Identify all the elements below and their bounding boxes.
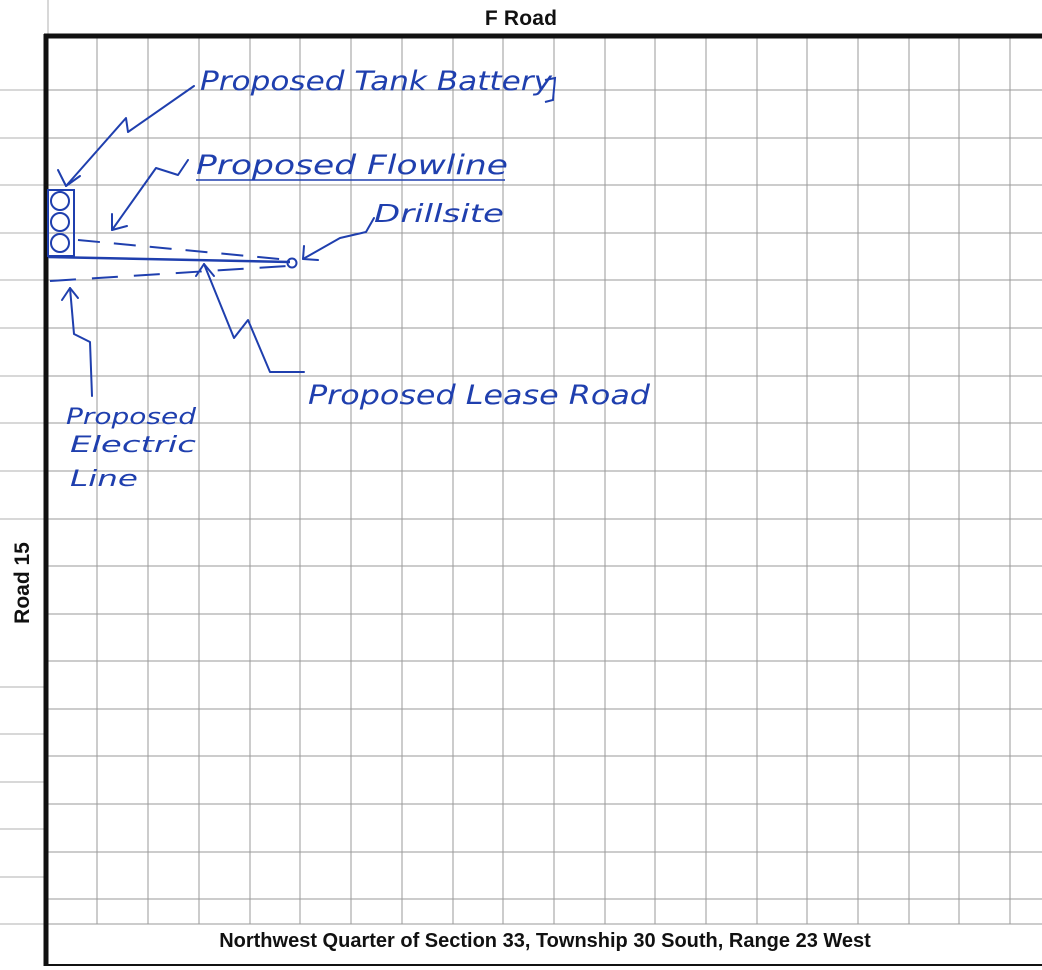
lease-road-arrowhead [195,263,215,277]
flowline [77,239,291,261]
label-drillsite: Drillsite [374,199,504,228]
label-electric-line-2: Electric [70,433,196,458]
margin-grid [0,0,49,925]
drillsite-leader [302,217,375,260]
leader-lines [57,85,375,397]
tank-circle-2 [50,212,70,232]
flowline-leader [111,159,189,231]
tank-battery-leader [65,85,195,187]
lease-road [47,255,291,264]
label-flowline: Proposed Flowline [196,150,508,181]
tank-battery-underline-mark [544,76,557,103]
drillsite-arrowhead [302,245,319,261]
electric-line-arrowhead [61,287,79,301]
flowline-arrowhead [111,213,128,231]
lease-road-leader [203,263,305,373]
label-lease-road: Proposed Lease Road [308,380,651,411]
electric-line [49,265,289,282]
electric-line-leader [69,287,93,397]
tank-battery-arrowhead [57,169,81,187]
section-caption-area: Northwest Quarter of Section 33, Townshi… [48,930,1042,953]
label-electric-line-1: Proposed [66,405,197,430]
side-road-label-area: Road 15 [0,0,46,970]
label-tank-battery: Proposed Tank Battery [200,66,553,97]
tank-circle-3 [50,233,70,253]
drillsite-marker [286,257,298,269]
section-border [43,33,1042,966]
grid-lines [46,36,1042,925]
top-road-label: F Road [484,7,558,30]
section-caption: Northwest Quarter of Section 33, Townshi… [219,930,871,952]
side-road-label: Road 15 [11,542,34,624]
top-road-label-area: F Road [0,0,1042,34]
tank-battery-pad [47,189,75,257]
label-electric-line-3: Line [70,467,138,492]
tank-battery [47,189,75,257]
tank-circle-1 [50,191,70,211]
